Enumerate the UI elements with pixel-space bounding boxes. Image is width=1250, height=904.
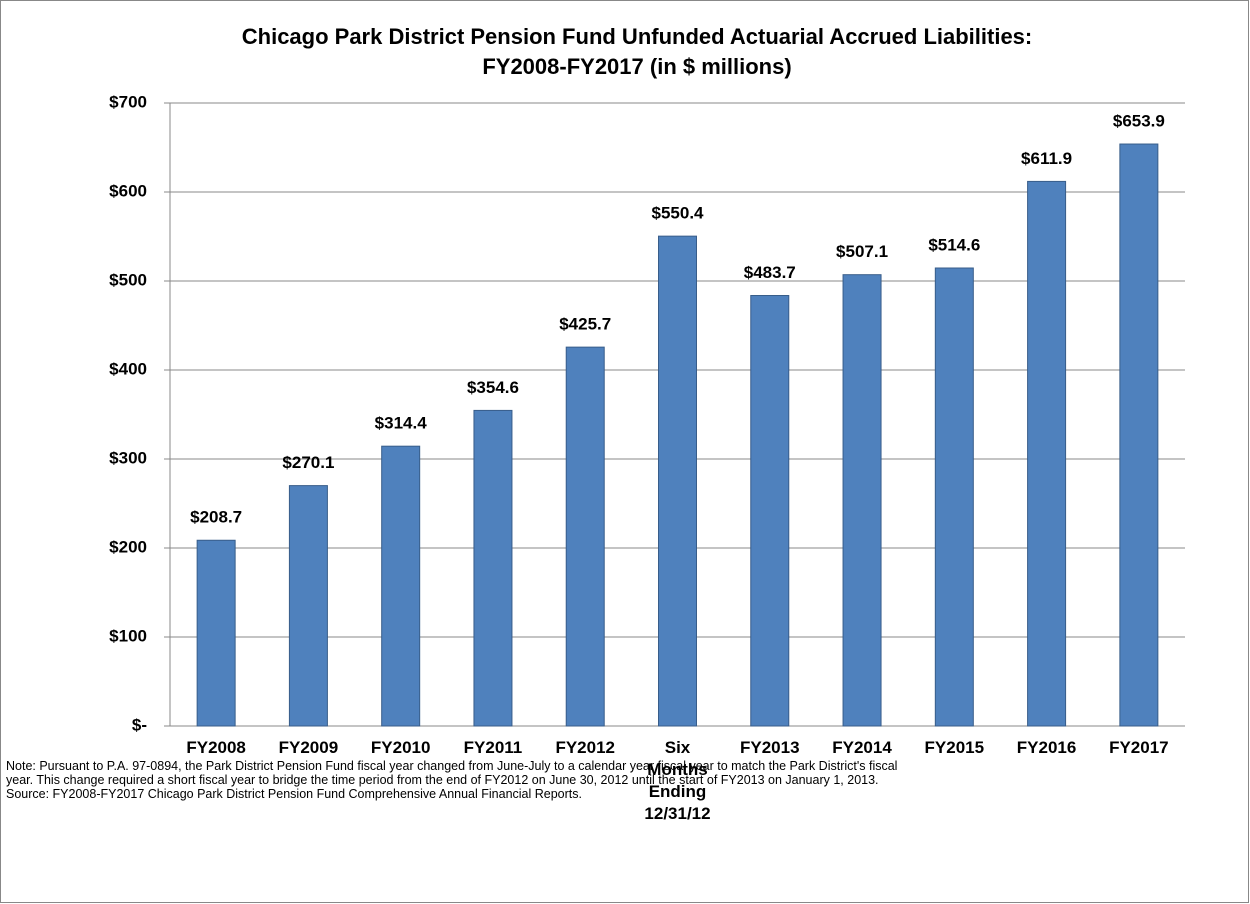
bar <box>934 267 974 727</box>
x-tick-label: FY2015 <box>924 738 985 757</box>
bar <box>1119 143 1159 727</box>
value-label: $425.7 <box>559 315 611 334</box>
footnote: year. This change required a short fisca… <box>6 773 879 787</box>
y-tick-label: $700 <box>109 92 147 111</box>
bar <box>750 295 790 727</box>
x-tick-label: FY2013 <box>739 738 800 757</box>
x-tick-label: FY2008 <box>186 738 246 757</box>
chart-title: FY2008-FY2017 (in $ millions) <box>482 54 791 79</box>
value-label: $354.6 <box>467 378 519 397</box>
x-tick-label: FY2016 <box>1016 738 1077 757</box>
value-label: $653.9 <box>1113 112 1165 131</box>
value-label: $270.1 <box>282 453 334 472</box>
y-tick-label: $- <box>132 715 147 734</box>
footnote: Source: FY2008-FY2017 Chicago Park Distr… <box>6 787 582 801</box>
value-label: $611.9 <box>1021 149 1072 168</box>
x-tick-label: FY2011 <box>463 738 523 757</box>
bar <box>1027 180 1067 727</box>
y-tick-label: $300 <box>109 448 147 467</box>
value-label: $514.6 <box>928 235 980 254</box>
bar <box>565 346 605 727</box>
bar <box>288 485 328 727</box>
y-tick-label: $600 <box>109 181 147 200</box>
value-label: $507.1 <box>836 242 888 261</box>
x-tick-label: Six Months Ending 12/31/12 <box>644 738 711 823</box>
value-label: $550.4 <box>652 204 705 223</box>
x-tick-label: FY2014 <box>832 738 892 757</box>
x-tick-label: FY2017 <box>1109 738 1169 757</box>
y-tick-label: $500 <box>109 270 147 289</box>
bar <box>381 445 421 727</box>
y-tick-label: $400 <box>109 359 147 378</box>
y-tick-label: $100 <box>109 626 147 645</box>
y-tick-label: $200 <box>109 537 147 556</box>
value-label: $483.7 <box>744 263 796 282</box>
x-tick-label: FY2012 <box>555 738 615 757</box>
x-tick-label: FY2009 <box>278 738 339 757</box>
value-label: $314.4 <box>375 414 428 433</box>
bar <box>842 274 882 727</box>
bar <box>473 409 513 727</box>
chart-title: Chicago Park District Pension Fund Unfun… <box>242 24 1033 49</box>
bar <box>658 235 697 727</box>
bar <box>196 539 236 727</box>
value-label: $208.7 <box>190 508 242 527</box>
footnote: Note: Pursuant to P.A. 97-0894, the Park… <box>6 759 897 773</box>
x-tick-label: FY2010 <box>370 738 431 757</box>
